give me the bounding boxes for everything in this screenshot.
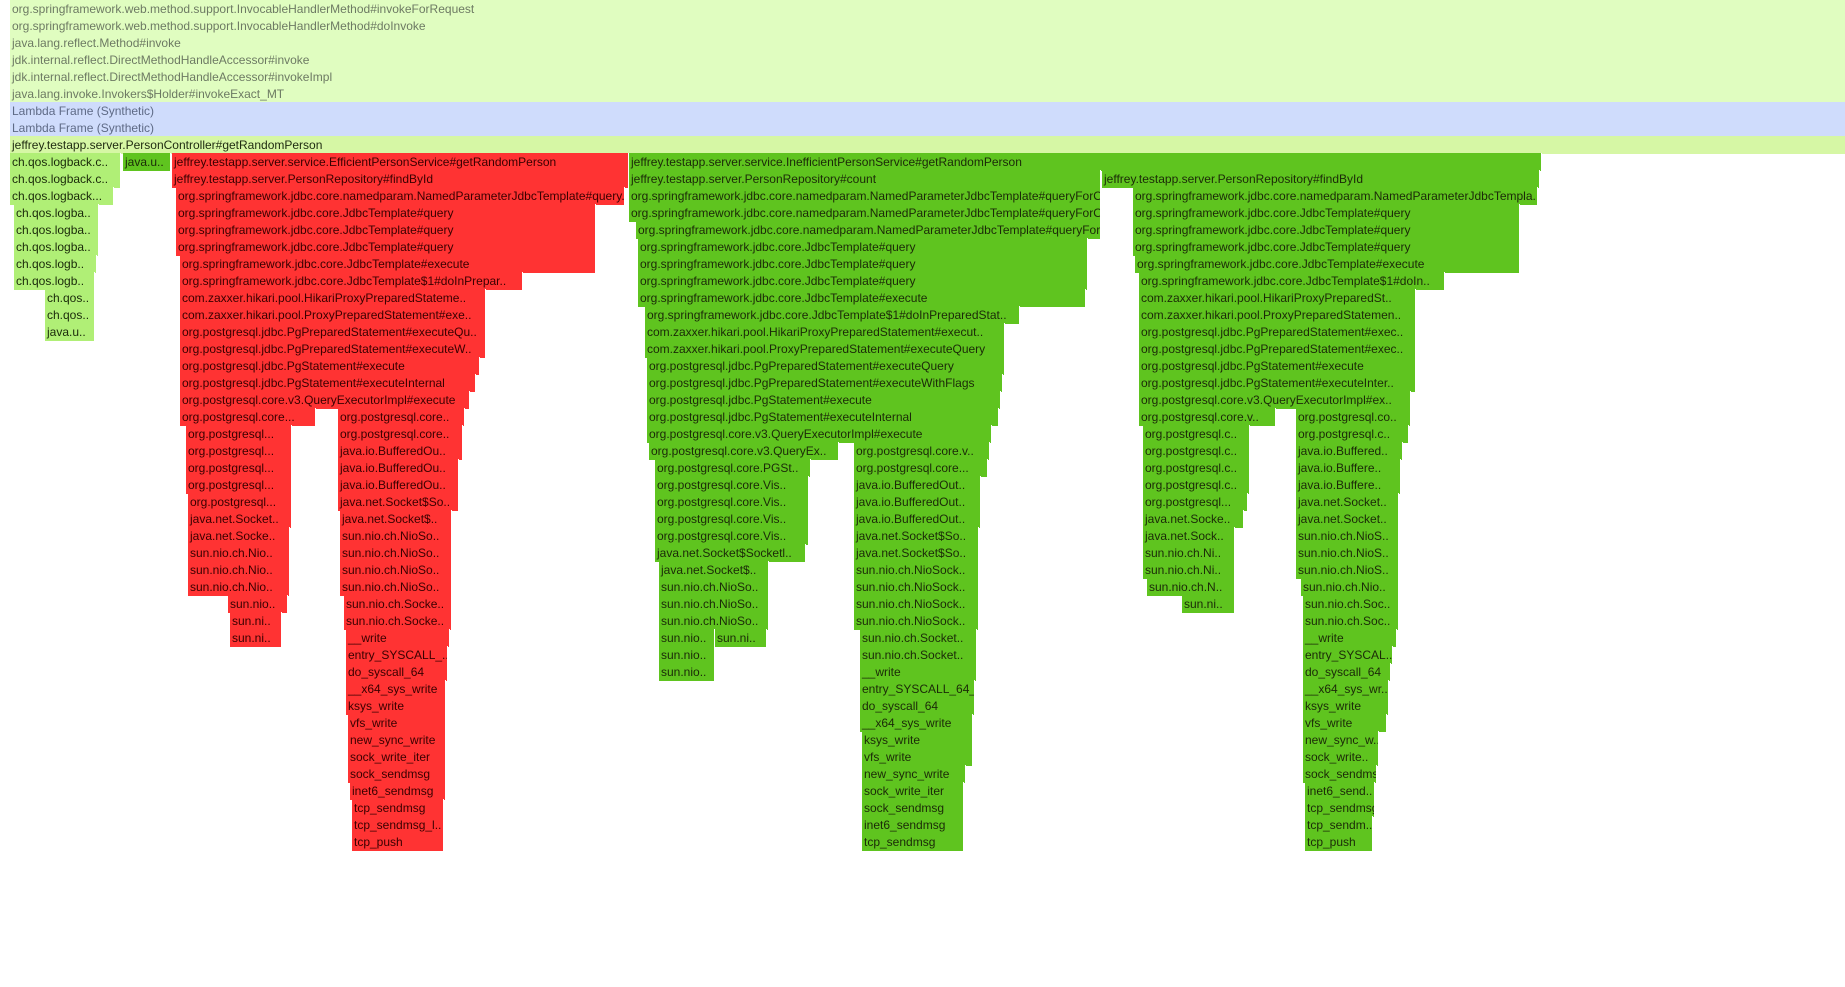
flame-frame[interactable]: sun.nio.ch.Nio.. [1301,578,1399,597]
flame-frame[interactable]: org.springframework.jdbc.core.JdbcTempla… [1139,272,1445,291]
flame-frame[interactable]: org.springframework.jdbc.core.namedparam… [1133,187,1538,206]
flame-frame[interactable]: do_syscall_64 [860,697,975,716]
flame-frame[interactable]: vfs_write [348,714,446,733]
flame-frame[interactable]: jeffrey.testapp.server.PersonRepository#… [172,170,629,189]
flame-frame[interactable]: do_syscall_64 [1303,663,1391,682]
flame-frame[interactable]: java.u.. [123,153,171,172]
flame-frame[interactable]: org.postgresql.c.. [1296,425,1409,444]
flame-frame[interactable]: jeffrey.testapp.server.service.Efficient… [172,153,629,172]
flame-frame[interactable]: sock_sendmsg [348,765,446,784]
flame-frame[interactable]: java.net.Socket$.. [340,510,452,529]
flame-frame[interactable]: sun.nio.ch.NioS.. [1296,544,1399,563]
flame-frame[interactable]: org.springframework.jdbc.core.JdbcTempla… [180,255,596,274]
flame-frame[interactable]: java.net.Socke.. [1143,510,1244,529]
flame-frame[interactable]: java.net.Socke.. [188,527,290,546]
flame-frame[interactable]: com.zaxxer.hikari.pool.ProxyPreparedStat… [1139,306,1416,325]
flame-frame[interactable]: sun.ni.. [230,612,282,631]
flame-frame[interactable]: com.zaxxer.hikari.pool.ProxyPreparedStat… [645,340,1005,359]
flame-frame[interactable]: org.postgresql.jdbc.PgPreparedStatement#… [647,357,1005,376]
flame-frame[interactable]: ch.qos.logback.c.. [10,170,121,189]
flame-frame[interactable]: java.io.BufferedOut.. [854,493,981,512]
flame-frame[interactable]: do_syscall_64 [346,663,448,682]
flame-frame[interactable]: org.postgresql... [186,476,292,495]
flame-frame[interactable]: org.postgresql.core.Vis.. [655,476,809,495]
flame-frame[interactable]: tcp_sendmsg_l.. [352,816,444,835]
flame-frame[interactable]: org.postgresql.core.PGSt.. [655,459,811,478]
flame-frame[interactable]: org.springframework.jdbc.core.JdbcTempla… [1133,221,1520,240]
flame-frame[interactable]: sun.nio.ch.NioS.. [1296,527,1399,546]
flame-frame[interactable]: sun.ni.. [230,629,282,648]
flame-frame[interactable]: new_sync_write [862,765,966,784]
flame-frame[interactable]: java.net.Socket$Socketl.. [655,544,806,563]
flame-frame[interactable]: org.postgresql.core.v3.QueryEx.. [649,442,839,461]
flame-frame[interactable]: org.postgresql.c.. [1143,476,1250,495]
flame-frame[interactable]: jeffrey.testapp.server.PersonRepository#… [629,170,1101,189]
flame-frame[interactable]: ch.qos.logback.c.. [10,153,121,172]
flame-frame[interactable]: tcp_sendmsg [352,799,444,818]
flame-frame[interactable]: tcp_sendmsg [862,833,964,852]
flame-frame[interactable]: org.postgresql.core.. [338,425,463,444]
flame-frame[interactable]: sun.ni.. [715,629,767,648]
flame-frame[interactable]: org.springframework.jdbc.core.JdbcTempla… [1133,204,1520,223]
flame-frame[interactable]: org.springframework.jdbc.core.JdbcTempla… [638,255,1088,274]
flame-frame[interactable]: org.postgresql.core.v.. [1139,408,1276,427]
flame-frame[interactable]: sun.nio.ch.NioSock.. [854,595,979,614]
flame-frame[interactable]: org.postgresql.jdbc.PgStatement#executeI… [1139,374,1416,393]
flame-frame[interactable]: jeffrey.testapp.server.PersonRepository#… [1102,170,1540,189]
flame-frame[interactable]: java.net.Socket.. [188,510,292,529]
flame-frame[interactable]: org.postgresql.jdbc.PgStatement#executeI… [647,408,999,427]
flame-frame[interactable]: org.postgresql... [186,459,292,478]
flame-frame[interactable]: sun.nio.ch.NioSo.. [659,578,769,597]
flame-frame[interactable]: __x64_sys_wr.. [1303,680,1389,699]
flame-frame[interactable]: org.springframework.jdbc.core.JdbcTempla… [638,272,1088,291]
flame-frame[interactable]: ch.qos.. [45,289,95,308]
flame-frame[interactable]: sun.nio.ch.Nio.. [188,561,290,580]
flame-frame[interactable]: com.zaxxer.hikari.pool.ProxyPreparedStat… [180,306,486,325]
flame-frame[interactable]: ch.qos.logb.. [14,255,97,274]
flame-frame[interactable]: java.io.BufferedOu.. [338,442,463,461]
flame-frame[interactable]: __x64_sys_write [346,680,446,699]
flame-frame[interactable]: sun.nio.ch.NioSock.. [854,578,979,597]
flame-frame[interactable]: org.postgresql.core.v3.QueryExecutorImpl… [1139,391,1411,410]
flame-frame[interactable]: org.postgresql.core.v3.QueryExecutorImpl… [180,391,470,410]
flame-frame[interactable]: new_sync_write [348,731,446,750]
flame-frame[interactable]: org.postgresql.c.. [1143,459,1250,478]
flame-frame[interactable]: org.postgresql.core.. [338,408,465,427]
flame-frame[interactable]: ch.qos.logba.. [14,238,99,257]
flame-frame[interactable]: sun.nio.ch.Soc.. [1303,612,1399,631]
flame-frame[interactable]: org.postgresql.core.v.. [854,442,990,461]
flame-frame[interactable]: java.net.Socket$So.. [338,493,459,512]
flame-frame[interactable]: java.u.. [45,323,95,342]
flame-frame[interactable]: sun.nio.ch.Ni.. [1143,561,1235,580]
flame-frame[interactable]: sun.ni.. [1182,595,1235,614]
flame-frame[interactable]: sun.nio.ch.Soc.. [1303,595,1399,614]
flame-frame[interactable]: org.postgresql.core.Vis.. [655,493,809,512]
flame-frame[interactable]: tcp_push [1305,833,1373,852]
flame-frame[interactable]: sun.nio.. [659,663,715,682]
flame-frame[interactable]: com.zaxxer.hikari.pool.HikariProxyPrepar… [1139,289,1416,308]
flame-frame[interactable]: sun.nio.ch.NioSo.. [340,527,452,546]
flame-frame[interactable]: inet6_sendmsg [862,816,964,835]
flame-frame[interactable]: org.postgresql.c.. [1143,425,1250,444]
flame-frame[interactable]: sock_write_iter [862,782,964,801]
flame-frame[interactable]: sun.nio.ch.NioSo.. [659,612,769,631]
flame-frame[interactable]: org.springframework.jdbc.core.namedparam… [176,187,625,206]
flame-frame[interactable]: org.postgresql... [186,425,292,444]
flame-frame[interactable]: sock_sendmsg [1303,765,1377,784]
flame-frame[interactable]: inet6_sendmsg [350,782,446,801]
flame-frame[interactable]: org.postgresql.jdbc.PgPreparedStatement#… [647,374,1003,393]
flame-frame[interactable]: tcp_push [352,833,444,852]
flame-frame[interactable]: org.postgresql.jdbc.PgPreparedStatement#… [180,323,486,342]
flame-frame[interactable]: org.springframework.jdbc.core.namedparam… [629,204,1101,223]
flame-frame[interactable]: sun.nio.ch.Ni.. [1143,544,1235,563]
flame-frame[interactable]: java.io.Buffered.. [1296,442,1403,461]
flame-frame[interactable]: org.postgresql.jdbc.PgPreparedStatement#… [180,340,486,359]
flame-frame[interactable]: sun.nio.ch.NioSock.. [854,612,979,631]
flame-frame[interactable]: sun.nio.. [228,595,288,614]
flame-frame[interactable]: inet6_send.. [1305,782,1375,801]
flame-frame[interactable]: ch.qos.logba.. [14,221,99,240]
flame-frame[interactable]: java.io.BufferedOu.. [338,459,459,478]
